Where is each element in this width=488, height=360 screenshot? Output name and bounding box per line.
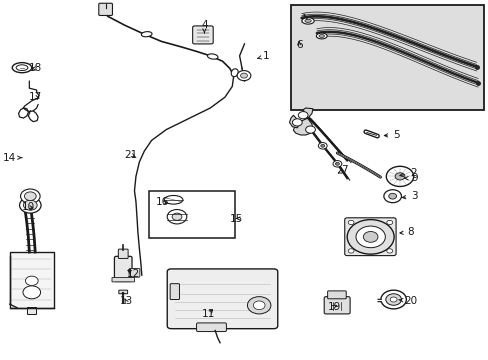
Text: 8: 8	[399, 227, 413, 237]
Circle shape	[318, 143, 326, 149]
Circle shape	[23, 200, 37, 210]
FancyBboxPatch shape	[170, 284, 179, 300]
Ellipse shape	[316, 33, 326, 39]
Circle shape	[335, 162, 339, 165]
Text: 16: 16	[155, 197, 169, 207]
Text: 14: 14	[3, 153, 22, 163]
Bar	[149, 191, 234, 238]
Circle shape	[247, 297, 270, 314]
Ellipse shape	[207, 54, 218, 59]
Circle shape	[347, 249, 353, 253]
Circle shape	[332, 161, 341, 167]
Text: 18: 18	[29, 63, 42, 73]
FancyBboxPatch shape	[112, 278, 134, 282]
Circle shape	[389, 297, 396, 302]
Text: 3: 3	[402, 191, 417, 201]
Polygon shape	[289, 115, 299, 128]
Text: 21: 21	[124, 150, 138, 160]
Bar	[290, 5, 483, 110]
Text: 5: 5	[384, 130, 399, 140]
Circle shape	[386, 166, 413, 186]
FancyBboxPatch shape	[192, 26, 213, 44]
Circle shape	[237, 71, 250, 81]
FancyBboxPatch shape	[167, 269, 277, 329]
Text: 2: 2	[399, 168, 416, 178]
FancyBboxPatch shape	[10, 252, 54, 308]
Circle shape	[383, 190, 401, 203]
Ellipse shape	[12, 63, 32, 73]
FancyBboxPatch shape	[119, 290, 127, 294]
Circle shape	[320, 144, 324, 147]
Ellipse shape	[16, 65, 28, 71]
Circle shape	[380, 290, 406, 309]
Text: 11: 11	[202, 309, 215, 319]
Text: 13: 13	[119, 296, 133, 306]
Circle shape	[24, 192, 36, 201]
FancyBboxPatch shape	[327, 291, 346, 299]
FancyBboxPatch shape	[99, 3, 112, 15]
Text: 6: 6	[295, 40, 302, 50]
Ellipse shape	[164, 195, 183, 204]
FancyBboxPatch shape	[118, 249, 128, 258]
Ellipse shape	[302, 18, 314, 24]
Circle shape	[172, 213, 182, 220]
FancyBboxPatch shape	[129, 269, 140, 277]
Ellipse shape	[231, 69, 238, 77]
Text: 15: 15	[229, 213, 243, 224]
Circle shape	[298, 112, 307, 119]
FancyBboxPatch shape	[324, 297, 349, 314]
Text: 7: 7	[338, 165, 347, 175]
FancyBboxPatch shape	[344, 218, 395, 256]
Circle shape	[23, 286, 41, 299]
Circle shape	[305, 126, 315, 133]
Circle shape	[346, 220, 393, 254]
Circle shape	[25, 276, 38, 285]
Circle shape	[394, 173, 404, 180]
Circle shape	[355, 226, 385, 248]
Text: 9: 9	[404, 173, 417, 183]
Circle shape	[385, 294, 401, 305]
Circle shape	[292, 119, 302, 126]
Circle shape	[363, 231, 377, 242]
Text: 4: 4	[201, 20, 207, 33]
Text: 1: 1	[257, 51, 269, 61]
Circle shape	[347, 220, 353, 225]
Circle shape	[386, 249, 392, 253]
Circle shape	[20, 189, 40, 203]
Circle shape	[167, 210, 186, 224]
Text: 10: 10	[22, 202, 35, 212]
Circle shape	[386, 220, 392, 225]
Text: 19: 19	[326, 302, 340, 312]
Bar	[27, 307, 36, 314]
Text: 17: 17	[29, 92, 42, 102]
Ellipse shape	[141, 32, 152, 37]
Circle shape	[388, 193, 396, 199]
FancyBboxPatch shape	[114, 256, 132, 282]
Ellipse shape	[319, 35, 324, 37]
Polygon shape	[293, 108, 312, 135]
Circle shape	[253, 301, 264, 310]
Text: 12: 12	[126, 269, 140, 279]
Circle shape	[20, 197, 41, 213]
FancyBboxPatch shape	[196, 323, 226, 332]
Text: 20: 20	[398, 296, 416, 306]
Circle shape	[240, 73, 247, 78]
Ellipse shape	[305, 19, 311, 22]
